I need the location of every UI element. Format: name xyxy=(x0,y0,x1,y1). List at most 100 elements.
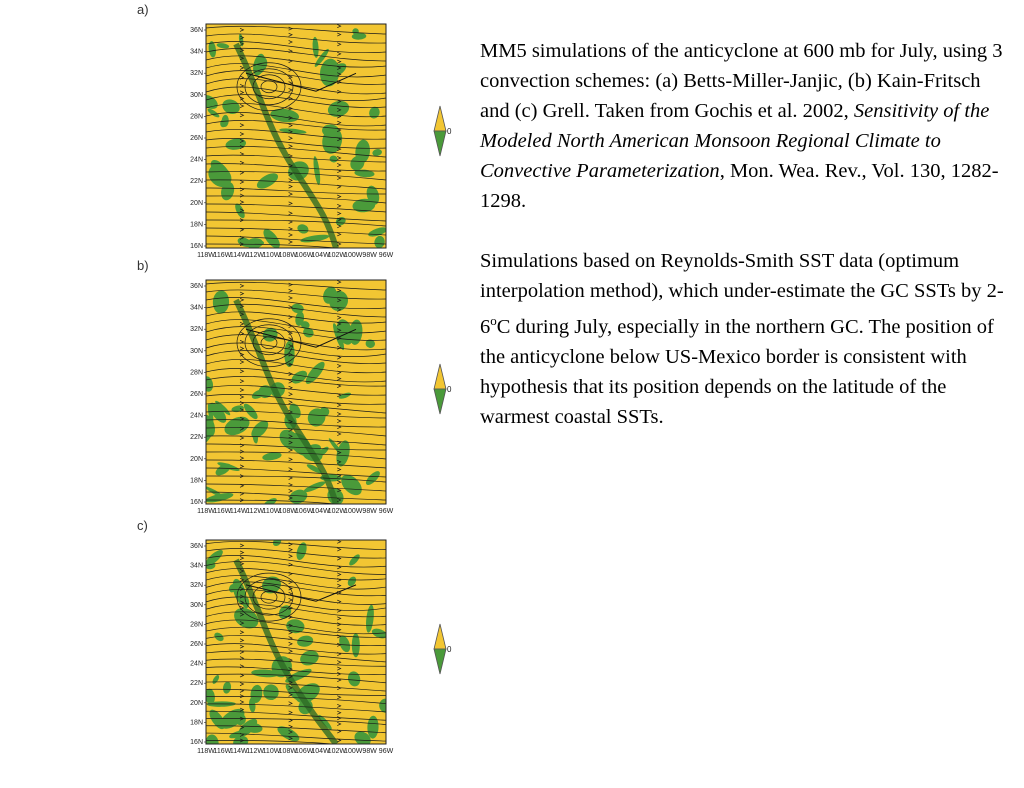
streamline-arrow xyxy=(337,695,342,700)
lat-tick-label: 36N xyxy=(190,27,203,34)
streamline-arrow xyxy=(239,283,245,288)
streamline-arrow xyxy=(337,738,342,743)
streamline xyxy=(206,86,386,102)
streamline-arrow xyxy=(288,736,293,741)
precip-patch xyxy=(224,416,250,436)
lat-tick-label: 18N xyxy=(190,221,203,228)
lat-tick-label: 32N xyxy=(190,70,203,77)
map-frame xyxy=(205,23,387,249)
streamline-arrow xyxy=(337,547,342,552)
streamline-arrow xyxy=(288,178,293,183)
coastline-band xyxy=(233,298,339,504)
streamline-arrow xyxy=(337,59,342,64)
precip-patch xyxy=(286,619,305,634)
streamline-arrow xyxy=(288,419,293,424)
streamline-map-a: 36N 34N 32N 30N 28N 26N 24N 22N 20N 18N 16N 118W116… xyxy=(190,23,394,259)
map-field xyxy=(206,280,386,504)
streamline-arrow xyxy=(337,460,342,464)
streamline-arrow xyxy=(337,156,342,160)
streamline-arrow xyxy=(337,710,342,715)
streamline-arrow xyxy=(337,204,342,208)
streamline-arrow xyxy=(239,139,245,143)
streamline-arrow xyxy=(337,432,342,436)
anticyclone-contour xyxy=(236,62,302,112)
caption-paragraph-2: Simulations based on Reynolds-Smith SST … xyxy=(480,246,1005,432)
streamline-arrow xyxy=(337,642,342,647)
streamline xyxy=(206,70,386,85)
precip-patch xyxy=(258,385,273,399)
streamline xyxy=(206,33,386,44)
streamline-arrow xyxy=(337,169,342,174)
precip-patch xyxy=(366,185,380,205)
streamline-arrow xyxy=(337,608,342,613)
streamline-arrow xyxy=(239,449,245,454)
lon-tick-label: 108W xyxy=(279,252,298,259)
precip-patch xyxy=(328,438,344,457)
streamline-arrow xyxy=(337,370,342,375)
streamline-arrow xyxy=(337,242,342,246)
precip-patch xyxy=(369,106,380,119)
streamline-arrow xyxy=(288,123,293,128)
precip-patch xyxy=(250,684,263,703)
lon-tick-label: 98W xyxy=(362,748,377,755)
lat-tick-label: 34N xyxy=(190,49,203,56)
streamline-arrow xyxy=(288,136,293,141)
precip-patch xyxy=(339,635,351,653)
streamline xyxy=(206,581,386,597)
streamline-arrow xyxy=(288,296,293,300)
streamline-arrow xyxy=(239,388,245,392)
streamline-arrow xyxy=(337,565,342,570)
streamline xyxy=(206,740,338,744)
lon-tick-label: 102W xyxy=(328,508,347,515)
streamline-arrow xyxy=(288,226,293,231)
streamline-arrow xyxy=(239,321,245,326)
precip-patch xyxy=(354,731,371,744)
streamline xyxy=(206,611,386,626)
streamline xyxy=(206,650,386,663)
precip-patch xyxy=(303,327,314,338)
precip-patch xyxy=(347,671,361,687)
map-panel-c: 36N 34N 32N 30N 28N 26N 24N 22N 20N 18N 16N 118W 116… xyxy=(150,534,450,788)
streamline-arrow xyxy=(337,671,342,676)
streamline-arrow xyxy=(337,307,342,312)
wind-scale-arrow-a: 0 xyxy=(433,105,452,157)
lat-tick-label: 28N xyxy=(190,113,203,120)
precip-patch xyxy=(228,584,237,593)
panel-label-b: b) xyxy=(137,258,149,273)
caption-paper-title: Sensitivity of the Modeled North America… xyxy=(480,100,990,182)
streamline-arrow xyxy=(337,384,342,388)
lon-tick-label: 114W xyxy=(230,508,248,515)
lat-tick-label: 36N xyxy=(190,543,203,550)
streamline-arrow xyxy=(239,550,245,555)
precip-patch xyxy=(222,681,232,694)
streamline-arrow xyxy=(337,666,342,671)
streamline-arrow xyxy=(337,599,342,604)
precip-patch xyxy=(249,697,256,713)
streamline-arrow xyxy=(337,315,342,320)
streamline-arrow xyxy=(288,598,293,602)
streamline xyxy=(206,311,386,324)
streamline-arrow xyxy=(239,426,245,431)
streamline-arrow xyxy=(288,240,293,244)
streamline-arrow xyxy=(239,48,245,53)
lon-tick-label: 116W xyxy=(213,508,231,515)
lat-tick-label: 34N xyxy=(190,563,203,570)
streamline-arrow xyxy=(337,322,342,326)
streamline-arrow xyxy=(239,443,245,448)
streamline-arrow xyxy=(288,201,293,206)
streamline-arrow xyxy=(288,476,293,480)
precip-patch xyxy=(216,43,230,49)
map-frame xyxy=(205,279,387,505)
streamline-arrow xyxy=(288,352,293,357)
streamline-arrow xyxy=(337,652,342,656)
streamline xyxy=(206,541,386,550)
map-panel-a: 36N 34N 32N 30N 28N 26N 24N 22N 20N 18N 16N 118W 116… xyxy=(150,18,450,272)
streamline-arrow xyxy=(337,345,342,350)
streamline xyxy=(206,195,386,204)
streamline xyxy=(206,146,386,158)
streamline-arrow xyxy=(337,163,342,167)
streamline-arrow xyxy=(288,496,293,500)
lon-tick-label: 102W xyxy=(328,252,347,259)
precip-patch xyxy=(209,709,226,730)
streamline-arrow xyxy=(337,363,342,368)
